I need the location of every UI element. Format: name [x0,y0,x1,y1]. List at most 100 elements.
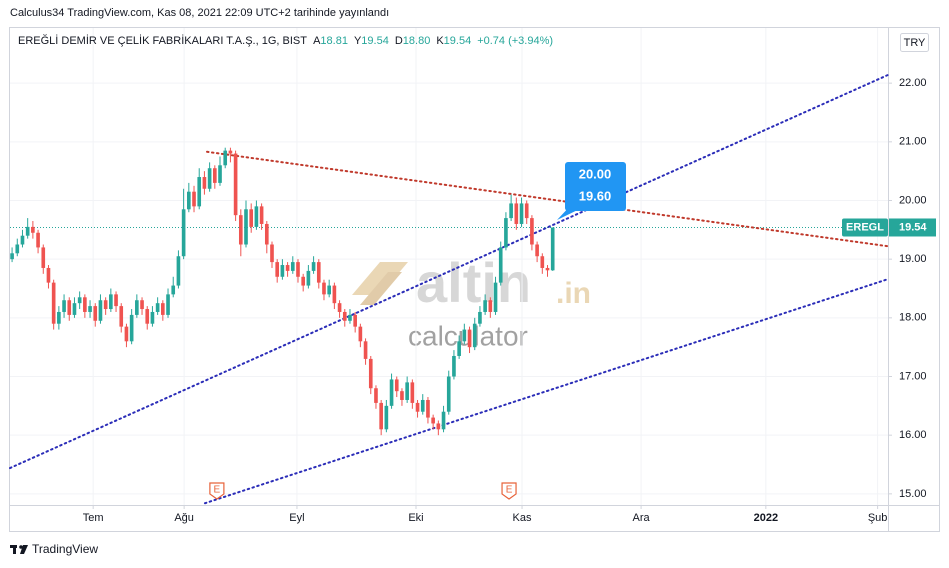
candle-body [446,376,451,412]
event-marker [209,482,225,500]
candle-body [145,309,150,324]
callout-box [565,162,626,211]
candle-body [264,223,269,245]
candle-body [285,265,290,271]
candle-body [368,358,373,389]
candle-body [301,276,306,286]
callout-text: 20.00 [579,166,612,181]
candle-body [290,262,295,271]
candle-body [228,150,233,154]
change: +0.74 (+3.94%) [477,35,554,47]
candle-body [483,300,487,312]
ohlc-value: 18.80 [402,35,431,47]
candle-body [374,388,378,403]
candle-body [400,391,404,400]
ohlc-label: D [394,35,403,47]
candle-body [280,265,285,277]
candle-body [244,209,248,245]
candle-body [415,402,420,412]
candle-body [15,244,20,254]
ohlc-label: A [313,35,321,47]
frame [9,27,940,532]
candle-body [114,294,118,307]
candle-body [233,153,238,216]
candle-body [202,177,207,189]
candle-body [119,306,124,327]
candle-body [83,297,87,312]
x-tick-label: Ara [633,512,651,524]
x-tick-label: Tem [83,512,104,524]
candle-body [57,311,61,324]
candle-body [389,379,394,406]
footer-logo [10,545,28,554]
candle-body [316,262,321,283]
candle-body [207,168,212,189]
symbol-tag [842,218,888,237]
candle-body [472,323,477,348]
candle-body [176,256,181,286]
candle-body [223,150,228,166]
candle-body [270,244,274,263]
y-tick-label: 16.00 [899,429,927,441]
candle-body [20,235,25,245]
watermark: altin .in calculator [352,251,591,351]
callout-text: 19.60 [579,188,612,203]
y-tick-label: 15.00 [899,488,927,500]
candle-body [254,206,259,227]
candle-body [504,218,508,248]
x-tick-label: Eki [408,512,423,524]
watermark-brand: altin [416,251,531,314]
candle-body [550,227,555,271]
candle-body [67,300,72,315]
candle-body [436,423,441,430]
candle-body [311,262,316,271]
candle-body [514,203,519,224]
trend-line [206,150,889,248]
price-tag [889,218,936,237]
candle-body [332,285,337,304]
y-tick-label: 21.00 [899,136,927,148]
watermark-logo [352,262,408,295]
currency[interactable]: TRY [904,37,926,49]
candle-body [249,209,254,227]
y-tick-label: 19.00 [899,253,927,265]
candle-body [62,300,66,312]
event-label: E [506,485,513,496]
symbol-legend: EREĞLİ DEMİR VE ÇELİK FABRİKALARI T.A.Ş.… [18,35,559,47]
ohlc-label: Y [353,35,362,47]
candle-body [478,311,482,324]
currency-button[interactable] [900,33,929,52]
ohlc-value: 19.54 [361,35,389,47]
candle-body [509,203,513,219]
candle-body [431,417,435,424]
event-label: E [214,485,221,496]
symbol-name: EREĞLİ DEMİR VE ÇELİK FABRİKALARI T.A.Ş.… [18,35,307,47]
candle-body [467,329,472,348]
candle-body [498,247,503,283]
candle-body [353,314,357,327]
x-tick-label: 2022 [754,512,778,524]
candle-body [166,294,170,315]
candle-body [197,177,202,207]
candle-body [296,262,300,277]
candle-body [187,191,191,210]
ohlc-value: 18.81 [320,35,348,47]
ohlc-value: 19.54 [443,35,472,47]
candle-body [457,341,461,356]
candle-body [93,306,98,321]
candle-body [530,218,534,245]
candle-body [72,303,77,315]
candle-body [259,206,264,224]
candle-body [535,244,539,257]
logo-part [19,545,23,549]
candle-body [524,203,529,219]
candle-body [36,232,40,248]
candle-body [135,300,139,315]
candle-body [155,303,160,312]
candle-body [41,247,46,268]
candle-body [545,267,550,271]
candle-body [540,256,545,268]
candle-body [46,267,51,283]
candle-body [171,285,176,295]
